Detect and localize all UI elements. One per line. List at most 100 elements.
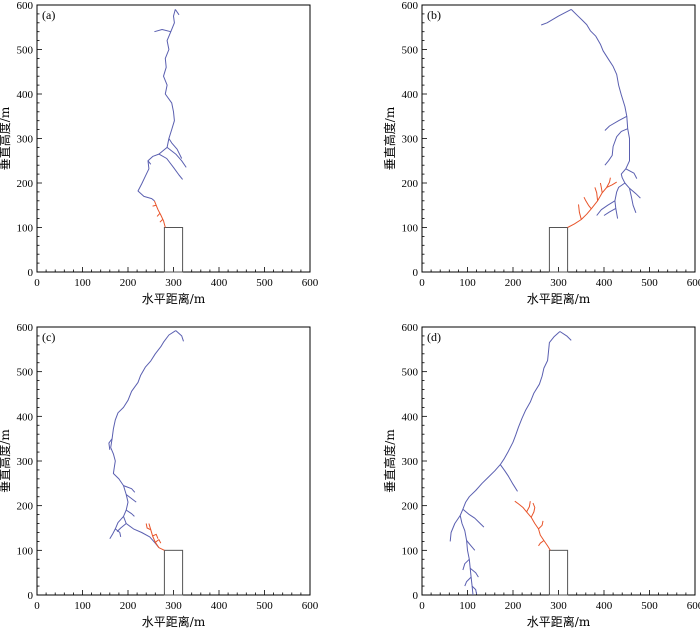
y-axis-title: 垂直高度/m: [382, 106, 397, 170]
x-tick-label: 300: [165, 277, 182, 289]
x-tick-label: 300: [550, 277, 567, 289]
panel-1: 0 100 200 300 400 500 600 0 100 200 300 400 500 600 水平…: [0, 0, 319, 306]
upward-leader-branch: [158, 547, 165, 551]
upward-leader-branch: [152, 204, 157, 207]
y-tick-label: 500: [17, 367, 34, 379]
downward-leader-branch: [114, 528, 122, 538]
upward-leader-branch: [606, 177, 611, 188]
y-tick-label: 300: [17, 134, 34, 146]
y-tick-label: 600: [17, 0, 34, 12]
downward-leader-branch: [174, 9, 180, 16]
y-tick-label: 100: [402, 545, 419, 557]
x-tick-label: 400: [596, 600, 613, 612]
upward-leader-branch: [153, 200, 166, 228]
y-tick-label: 400: [17, 411, 34, 423]
downward-leader-branch: [499, 464, 518, 492]
x-tick-label: 200: [505, 600, 522, 612]
x-axis-title: 水平距离/m: [142, 291, 206, 306]
downward-leader-branch: [466, 540, 476, 551]
downward-leader-branch: [603, 207, 617, 216]
y-tick-label: 600: [402, 0, 419, 12]
y-tick-label: 0: [28, 590, 34, 602]
panel-label: (c): [42, 330, 55, 344]
building-outline: [548, 549, 569, 596]
downward-leader-branch: [137, 9, 176, 202]
plot-frame: [36, 326, 311, 596]
y-tick-label: 100: [17, 545, 34, 557]
x-tick-label: 500: [256, 277, 273, 289]
y-tick-label: 400: [17, 89, 34, 101]
panel-label: (d): [427, 330, 441, 344]
panel-3: 0 100 200 300 400 500 600 0 100 200 300 400 500 600 水平…: [0, 322, 319, 629]
upward-leader-branch: [567, 181, 617, 228]
downward-leader-branch: [168, 138, 183, 159]
x-axis-title: 水平距离/m: [527, 614, 591, 629]
x-tick-label: 200: [505, 277, 522, 289]
y-tick-label: 500: [402, 45, 419, 57]
y-axis-title: 垂直高度/m: [0, 106, 12, 170]
x-tick-label: 0: [34, 600, 40, 612]
upward-leader-branch: [152, 533, 159, 539]
y-tick-label: 100: [17, 223, 34, 235]
x-tick-label: 600: [687, 600, 700, 612]
upward-leader-branch: [514, 500, 551, 551]
plot-frame: [421, 4, 696, 273]
x-tick-label: 600: [302, 600, 319, 612]
x-tick-label: 100: [459, 277, 476, 289]
y-tick-label: 0: [28, 267, 34, 279]
y-tick-label: 300: [17, 456, 34, 468]
x-tick-label: 400: [211, 277, 228, 289]
downward-leader-branch: [559, 331, 572, 341]
upward-leader-branch: [538, 540, 545, 547]
downward-leader-branch: [154, 29, 171, 33]
downward-leader-branch: [462, 558, 470, 571]
downward-leader-branch: [469, 567, 479, 578]
x-tick-label: 500: [641, 600, 658, 612]
x-tick-label: 100: [74, 277, 91, 289]
y-tick-label: 0: [413, 590, 419, 602]
upward-leader-branch: [594, 187, 599, 201]
downward-leader-branch: [614, 182, 626, 219]
upward-leader-branch: [530, 502, 536, 518]
building-outline: [163, 549, 184, 596]
downward-leader-branch: [175, 330, 184, 342]
downward-leader-branch: [166, 147, 187, 168]
y-axis-title: 垂直高度/m: [382, 429, 397, 493]
downward-leader-branch: [464, 576, 472, 587]
downward-leader-branch: [471, 585, 478, 595]
x-tick-label: 400: [211, 600, 228, 612]
y-tick-label: 100: [402, 223, 419, 235]
x-tick-label: 0: [34, 277, 40, 289]
x-tick-label: 100: [459, 600, 476, 612]
building-outline: [548, 227, 569, 273]
y-tick-label: 200: [17, 501, 34, 513]
y-tick-label: 300: [402, 134, 419, 146]
y-axis-title: 垂直高度/m: [0, 429, 12, 493]
x-tick-label: 200: [120, 277, 137, 289]
y-tick-label: 600: [402, 322, 419, 334]
y-tick-label: 200: [17, 178, 34, 190]
downward-leader-branch: [125, 494, 137, 503]
downward-leader-branch: [629, 187, 641, 199]
x-tick-label: 500: [256, 600, 273, 612]
y-tick-label: 0: [413, 267, 419, 279]
downward-leader-branch: [596, 200, 616, 216]
upward-leader-branch: [155, 539, 162, 544]
upward-leader-branch: [145, 523, 152, 531]
panel-2: 0 100 200 300 400 500 600 0 100 200 300 400 500 600 水平…: [382, 0, 700, 306]
x-tick-label: 300: [550, 600, 567, 612]
upward-leader-branch: [156, 212, 161, 217]
downward-leader-branch: [125, 509, 135, 517]
downward-leader-branch: [108, 438, 113, 450]
plot-frame: [36, 4, 311, 273]
downward-leader-branch: [570, 9, 637, 213]
y-tick-label: 600: [17, 322, 34, 334]
x-axis-title: 水平距离/m: [142, 614, 206, 629]
y-tick-label: 300: [402, 456, 419, 468]
downward-leader-branch: [462, 508, 485, 528]
x-tick-label: 600: [687, 277, 700, 289]
panel-label: (b): [427, 8, 441, 22]
y-tick-label: 500: [17, 45, 34, 57]
downward-leader-branch: [604, 115, 628, 131]
panel-4: 0 100 200 300 400 500 600 0 100 200 300 400 500 600 水平…: [382, 322, 700, 629]
